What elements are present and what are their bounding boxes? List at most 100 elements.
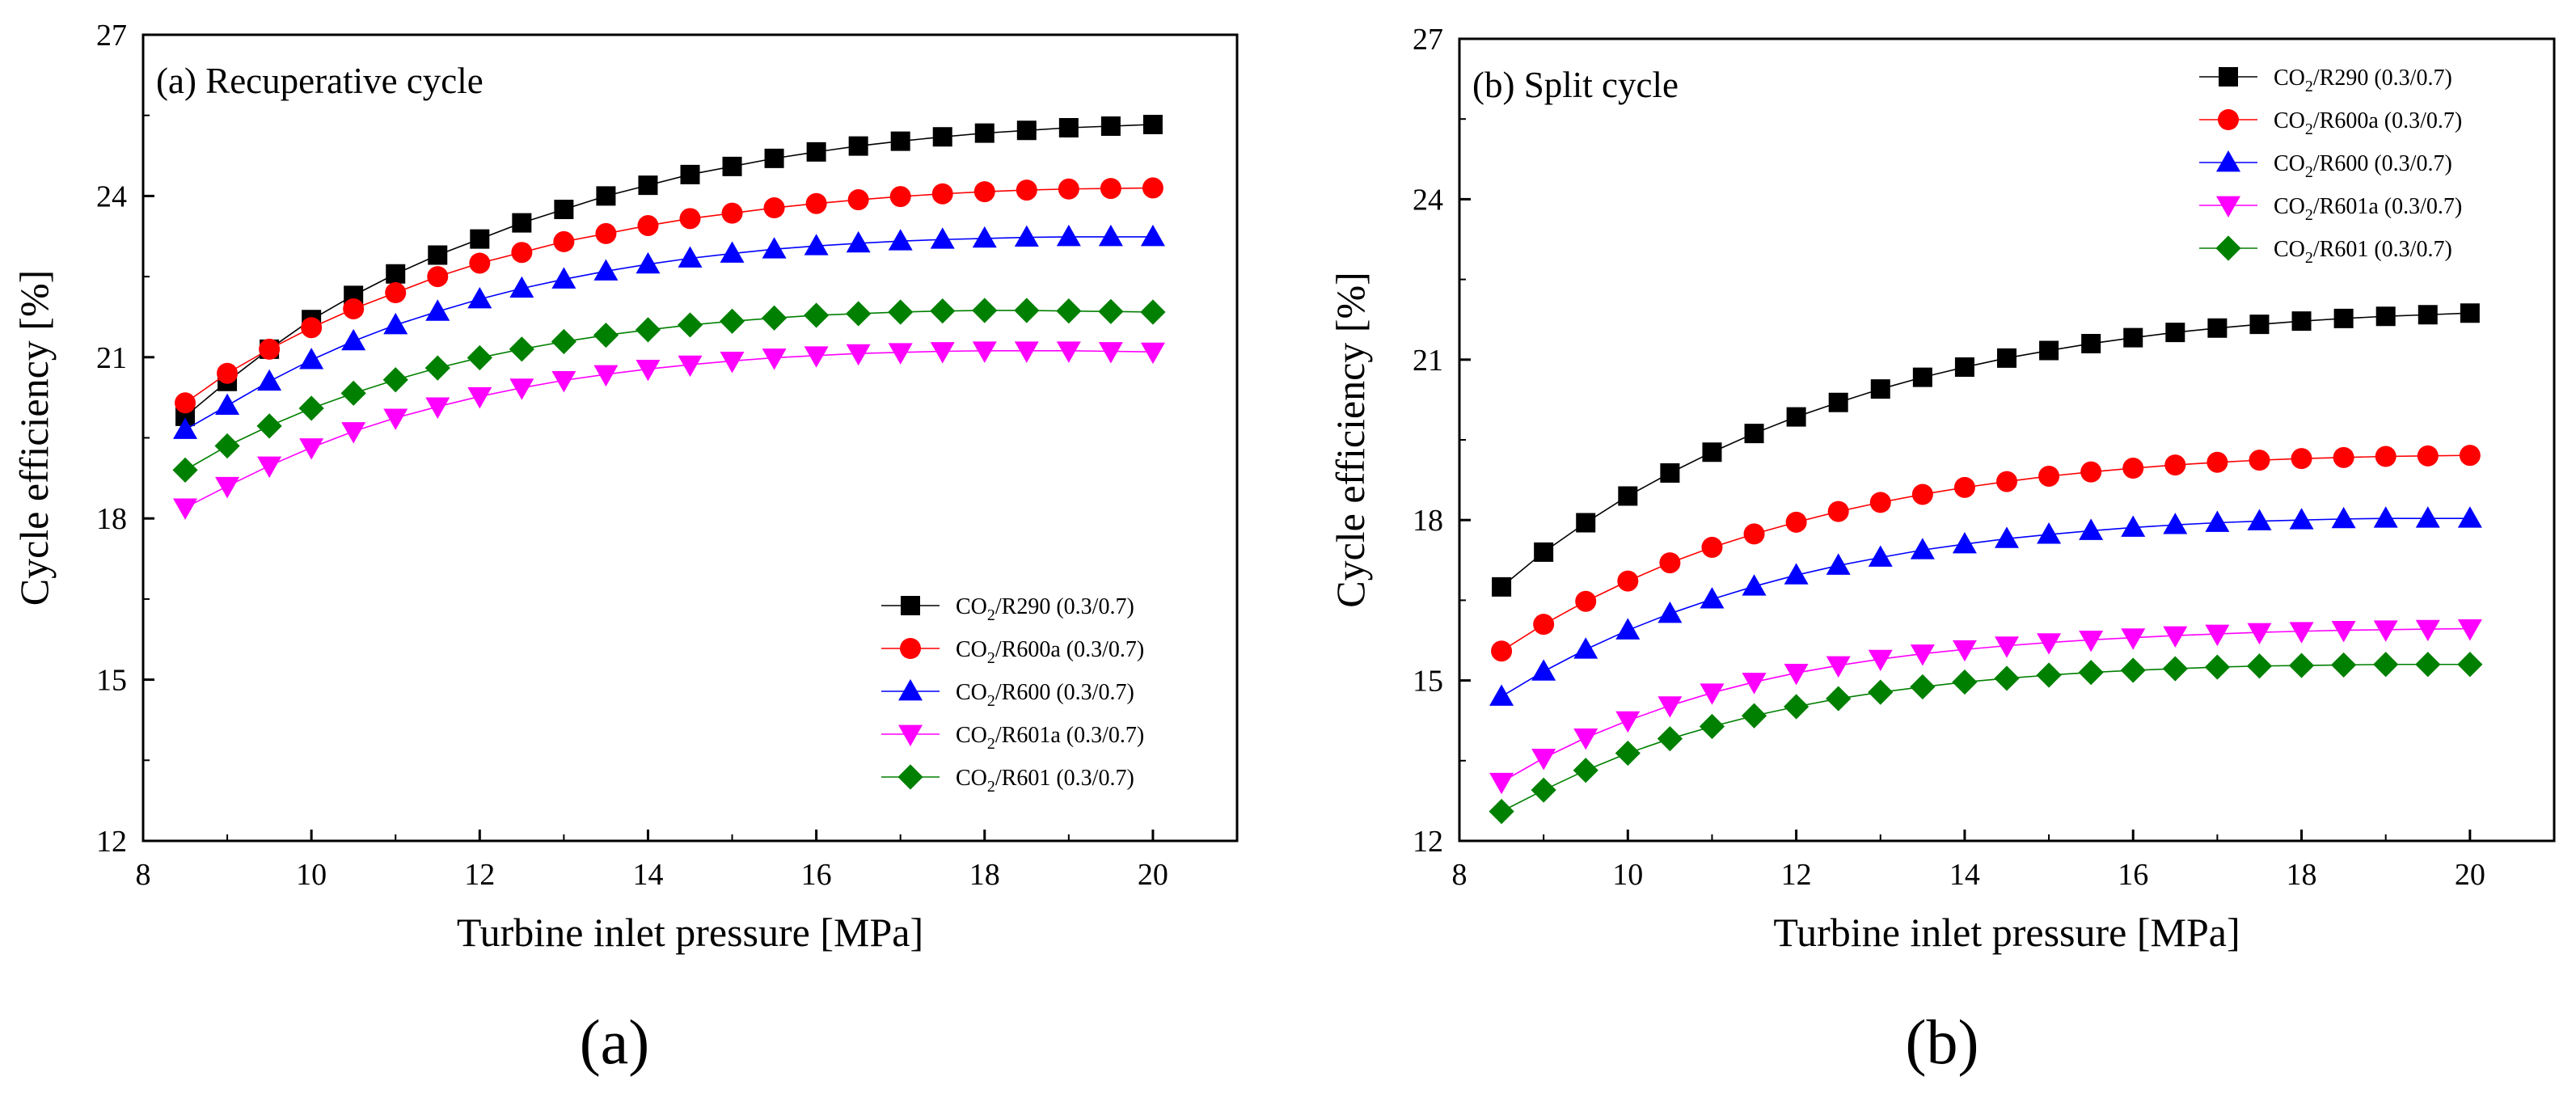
legend-marker <box>898 679 923 701</box>
data-point-r601 <box>677 312 703 338</box>
x-tick-label: 14 <box>1949 858 1980 892</box>
data-point-r600 <box>1742 574 1767 596</box>
data-point-r600a <box>343 298 365 319</box>
data-point-r600 <box>2037 522 2062 544</box>
data-point-r600 <box>1098 224 1123 247</box>
data-point-r601a <box>551 370 576 393</box>
data-point-r290 <box>2039 340 2059 361</box>
data-point-r600a <box>2249 450 2270 471</box>
legend-label-r290: CO2/R290 (0.3/0.7) <box>2274 65 2452 95</box>
data-point-r600 <box>1056 224 1081 247</box>
data-point-r600 <box>2289 508 2314 530</box>
data-point-r290 <box>386 264 406 284</box>
data-point-r600a <box>2038 465 2060 487</box>
panel-title: (b) Split cycle <box>1472 65 1679 105</box>
data-point-r601a <box>2331 621 2356 643</box>
data-point-r601a <box>1014 341 1039 363</box>
legend-marker <box>2215 235 2241 261</box>
data-point-r290 <box>1660 463 1680 484</box>
data-point-r290 <box>1912 367 1932 387</box>
data-point-r601a <box>1826 656 1851 678</box>
data-point-r290 <box>1016 120 1037 141</box>
y-tick-label: 27 <box>96 19 127 53</box>
data-point-r601 <box>719 308 745 334</box>
data-point-r601a <box>1489 772 1514 795</box>
x-axis-title: Turbine inlet pressure [MPa] <box>1773 910 2240 955</box>
data-point-r290 <box>722 156 742 176</box>
data-point-r601 <box>593 322 619 348</box>
x-tick-label: 18 <box>969 858 1000 892</box>
data-point-r600a <box>763 197 785 219</box>
data-point-r600 <box>930 227 955 249</box>
data-point-r600a <box>301 317 323 339</box>
data-point-r601a <box>299 438 324 460</box>
legend-label-r601: CO2/R601 (0.3/0.7) <box>2274 237 2452 267</box>
data-point-r601 <box>1657 726 1683 752</box>
data-point-r600 <box>1658 601 1683 623</box>
data-point-r290 <box>1534 542 1554 562</box>
data-point-r601a <box>173 498 198 520</box>
data-point-r601 <box>467 344 492 371</box>
x-tick-label: 8 <box>1452 858 1467 892</box>
legend-marker <box>2216 150 2240 172</box>
data-point-r601a <box>425 397 450 419</box>
caption-b: (b) <box>1906 1007 1979 1077</box>
y-tick-label: 12 <box>96 825 127 859</box>
data-point-r290 <box>638 175 658 196</box>
data-point-r600 <box>215 393 240 416</box>
data-point-r600 <box>2331 506 2356 529</box>
x-tick-label: 10 <box>296 858 327 892</box>
series-line-r600 <box>1501 517 2470 698</box>
data-point-r600 <box>2079 518 2104 540</box>
x-tick-label: 20 <box>2455 858 2485 892</box>
data-point-r290 <box>932 127 952 147</box>
data-point-r600 <box>678 246 703 268</box>
data-point-r600 <box>2415 506 2440 528</box>
data-point-r600 <box>1700 587 1725 609</box>
data-point-r290 <box>680 164 700 184</box>
data-point-r600a <box>2164 454 2186 476</box>
legend-marker <box>897 764 923 790</box>
data-point-r600a <box>1911 484 1933 505</box>
data-point-r290 <box>2207 318 2228 338</box>
data-point-r601a <box>930 342 955 364</box>
data-point-r290 <box>806 141 826 162</box>
series-line-r601 <box>1501 663 2470 813</box>
data-point-r290 <box>1576 513 1596 533</box>
data-point-r600a <box>1142 177 1163 199</box>
legend-label-r600: CO2/R600 (0.3/0.7) <box>2274 151 2452 181</box>
data-point-r601a <box>888 343 913 365</box>
data-point-r290 <box>848 136 868 156</box>
data-point-r600 <box>467 287 492 309</box>
data-point-r601 <box>382 367 408 393</box>
data-point-r600 <box>173 417 198 439</box>
data-point-r600a <box>973 181 995 203</box>
data-point-r600a <box>1996 471 2017 492</box>
data-point-r601 <box>972 298 998 323</box>
data-point-r601 <box>256 413 282 439</box>
caption-a: (a) <box>580 1007 650 1077</box>
y-tick-label: 21 <box>1413 344 1443 378</box>
data-point-r290 <box>1744 424 1764 444</box>
data-point-r601a <box>1531 749 1556 771</box>
data-point-r601a <box>1868 649 1893 672</box>
y-tick-label: 15 <box>96 664 127 698</box>
data-point-r601a <box>467 386 492 409</box>
legend: CO2/R290 (0.3/0.7) CO2/R600a (0.3/0.7) CO2… <box>881 594 1144 796</box>
data-point-r601 <box>551 328 576 355</box>
data-point-r601a <box>593 365 619 387</box>
data-point-r600a <box>1617 570 1639 592</box>
data-point-r600a <box>469 252 491 274</box>
data-point-r601a <box>341 422 366 444</box>
legend-label-r600a: CO2/R600a (0.3/0.7) <box>956 637 1144 667</box>
data-point-r600a <box>511 242 533 264</box>
data-point-r601a <box>1784 663 1809 686</box>
x-tick-label: 14 <box>632 858 663 892</box>
data-point-r601 <box>1784 694 1810 720</box>
data-point-r600 <box>299 348 324 370</box>
data-point-r600a <box>175 392 196 414</box>
data-point-r600 <box>1910 538 1935 560</box>
data-point-r601 <box>1868 679 1894 705</box>
data-point-r601a <box>1910 644 1935 666</box>
data-point-r601 <box>1140 299 1166 325</box>
